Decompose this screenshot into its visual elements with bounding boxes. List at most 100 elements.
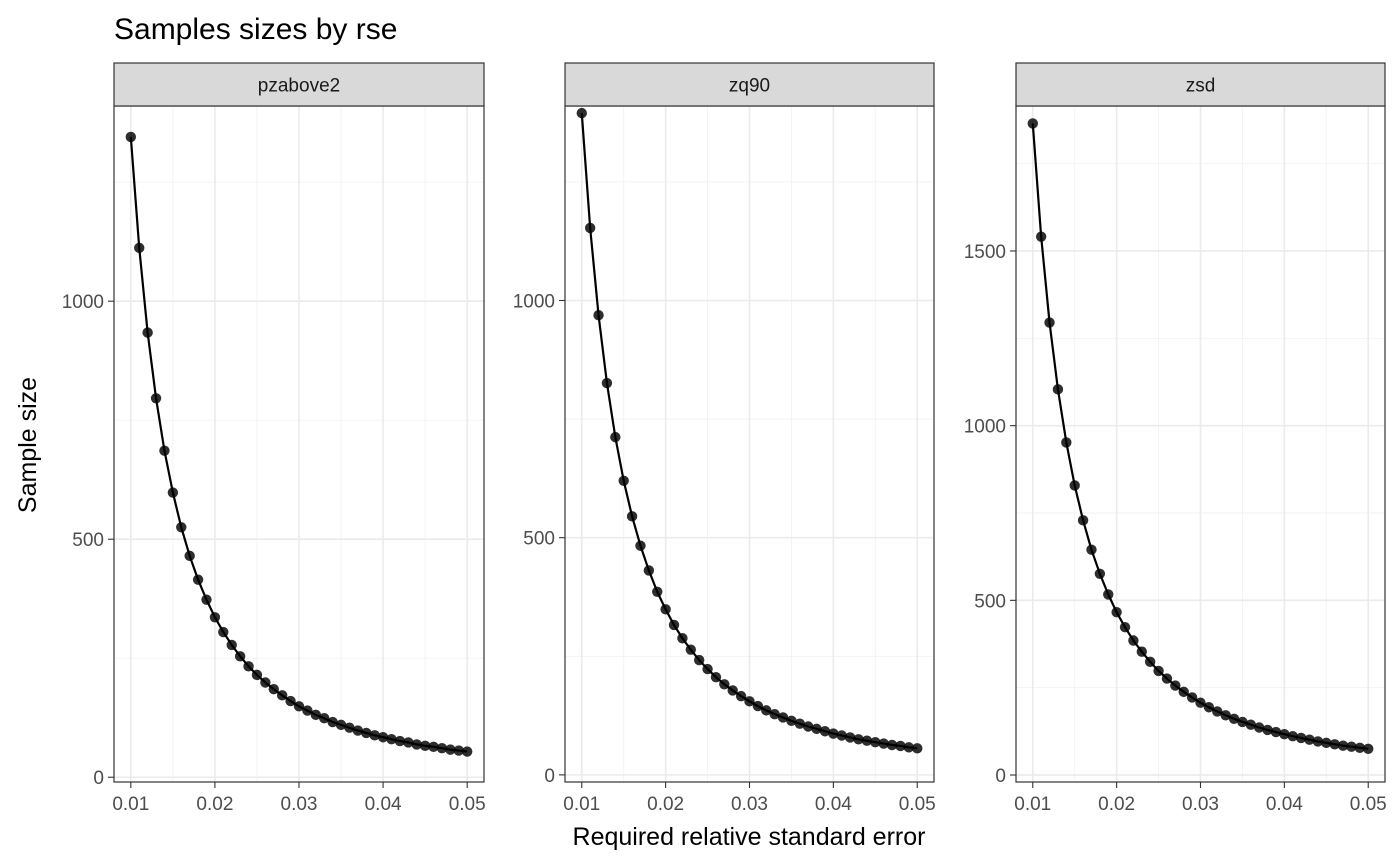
- data-point: [1119, 622, 1131, 633]
- data-point: [1295, 732, 1307, 744]
- x-tick-label: 0.01: [112, 794, 149, 815]
- data-point: [1144, 656, 1156, 668]
- data-point: [1287, 731, 1298, 742]
- data-point: [386, 733, 397, 745]
- data-point: [419, 740, 431, 752]
- data-point: [377, 732, 389, 743]
- data-point: [1186, 692, 1198, 703]
- data-point: [142, 327, 153, 338]
- data-point: [601, 377, 613, 389]
- data-point: [819, 726, 831, 737]
- x-tick-label: 0.03: [731, 794, 768, 815]
- data-point: [677, 633, 688, 644]
- data-point: [1044, 317, 1055, 328]
- y-tick-label: 1500: [964, 242, 1006, 263]
- panels-group: pzabove2 0.01 0.02 0.03 0.04 0.05 0 500 1000 zq90…: [62, 62, 1387, 815]
- data-point: [285, 695, 296, 707]
- data-point: [1035, 231, 1047, 242]
- data-point: [576, 107, 587, 119]
- data-point: [710, 671, 722, 683]
- data-point: [1245, 719, 1257, 730]
- facet-strip: [113, 62, 485, 107]
- data-point: [403, 737, 414, 748]
- data-point: [226, 639, 237, 651]
- x-tick-label: 0.01: [1014, 794, 1051, 815]
- data-point: [702, 663, 713, 675]
- data-point: [693, 654, 705, 666]
- data-point: [584, 222, 596, 234]
- x-tick-label: 0.05: [1350, 794, 1387, 815]
- data-point: [1228, 713, 1240, 724]
- data-point: [461, 746, 473, 757]
- data-point: [1027, 118, 1038, 129]
- y-tick-label: 1000: [964, 417, 1006, 438]
- data-point: [878, 738, 889, 749]
- data-point: [1077, 515, 1089, 526]
- facet-strip-label: zq90: [729, 76, 770, 97]
- data-point: [176, 522, 187, 533]
- data-point: [260, 677, 271, 688]
- data-point: [803, 721, 814, 732]
- data-point: [1195, 697, 1206, 708]
- data-point: [652, 586, 663, 597]
- data-point: [761, 705, 772, 716]
- data-point: [428, 741, 439, 752]
- data-point: [1262, 724, 1273, 736]
- data-point: [344, 722, 355, 733]
- data-point: [861, 735, 873, 746]
- data-point: [1212, 706, 1223, 717]
- data-point: [1329, 739, 1340, 750]
- x-tick-label: 0.05: [449, 794, 486, 815]
- data-point: [769, 708, 780, 720]
- data-point: [886, 739, 898, 751]
- data-point: [735, 690, 747, 702]
- data-point: [1052, 384, 1064, 395]
- data-point: [828, 728, 839, 739]
- data-point: [302, 705, 313, 716]
- data-point: [643, 565, 655, 576]
- data-point: [293, 701, 305, 712]
- data-point: [327, 716, 338, 728]
- data-point: [1153, 665, 1164, 677]
- data-point: [150, 393, 162, 404]
- data-point: [453, 745, 464, 756]
- data-point: [394, 735, 406, 747]
- data-point: [209, 612, 221, 623]
- data-point: [234, 651, 246, 662]
- data-point: [125, 131, 137, 143]
- data-point: [744, 696, 755, 707]
- data-point: [1161, 673, 1173, 684]
- x-tick-label: 0.04: [1266, 794, 1303, 815]
- data-point: [1111, 607, 1122, 618]
- x-tick-label: 0.02: [1098, 794, 1135, 815]
- data-point: [134, 242, 145, 254]
- data-point: [836, 730, 847, 741]
- data-point: [243, 661, 254, 672]
- data-point: [844, 732, 856, 743]
- y-tick-label: 500: [974, 591, 1006, 612]
- data-point: [1069, 480, 1080, 491]
- data-point: [635, 540, 646, 551]
- facet-strip-label: zsd: [1186, 76, 1216, 97]
- y-tick-label: 1000: [513, 291, 555, 312]
- data-point: [786, 715, 797, 727]
- chart-title: Samples sizes by rse: [114, 13, 397, 46]
- facet-strip-label: pzabove2: [258, 76, 340, 97]
- y-tick-label: 0: [995, 766, 1006, 787]
- y-tick-label: 500: [72, 530, 104, 551]
- data-point: [752, 700, 764, 712]
- data-point: [903, 742, 915, 753]
- data-point: [361, 727, 372, 739]
- data-point: [1337, 740, 1349, 751]
- data-point: [201, 594, 212, 605]
- data-point: [1346, 741, 1357, 752]
- data-point: [445, 744, 456, 755]
- data-point: [1304, 734, 1315, 745]
- facet-strip: [564, 62, 935, 107]
- x-tick-label: 0.02: [647, 794, 684, 815]
- data-point: [251, 669, 263, 681]
- data-point: [1061, 437, 1072, 448]
- data-point: [727, 685, 738, 696]
- x-tick-label: 0.05: [899, 794, 936, 815]
- facet-strip: [1015, 62, 1386, 107]
